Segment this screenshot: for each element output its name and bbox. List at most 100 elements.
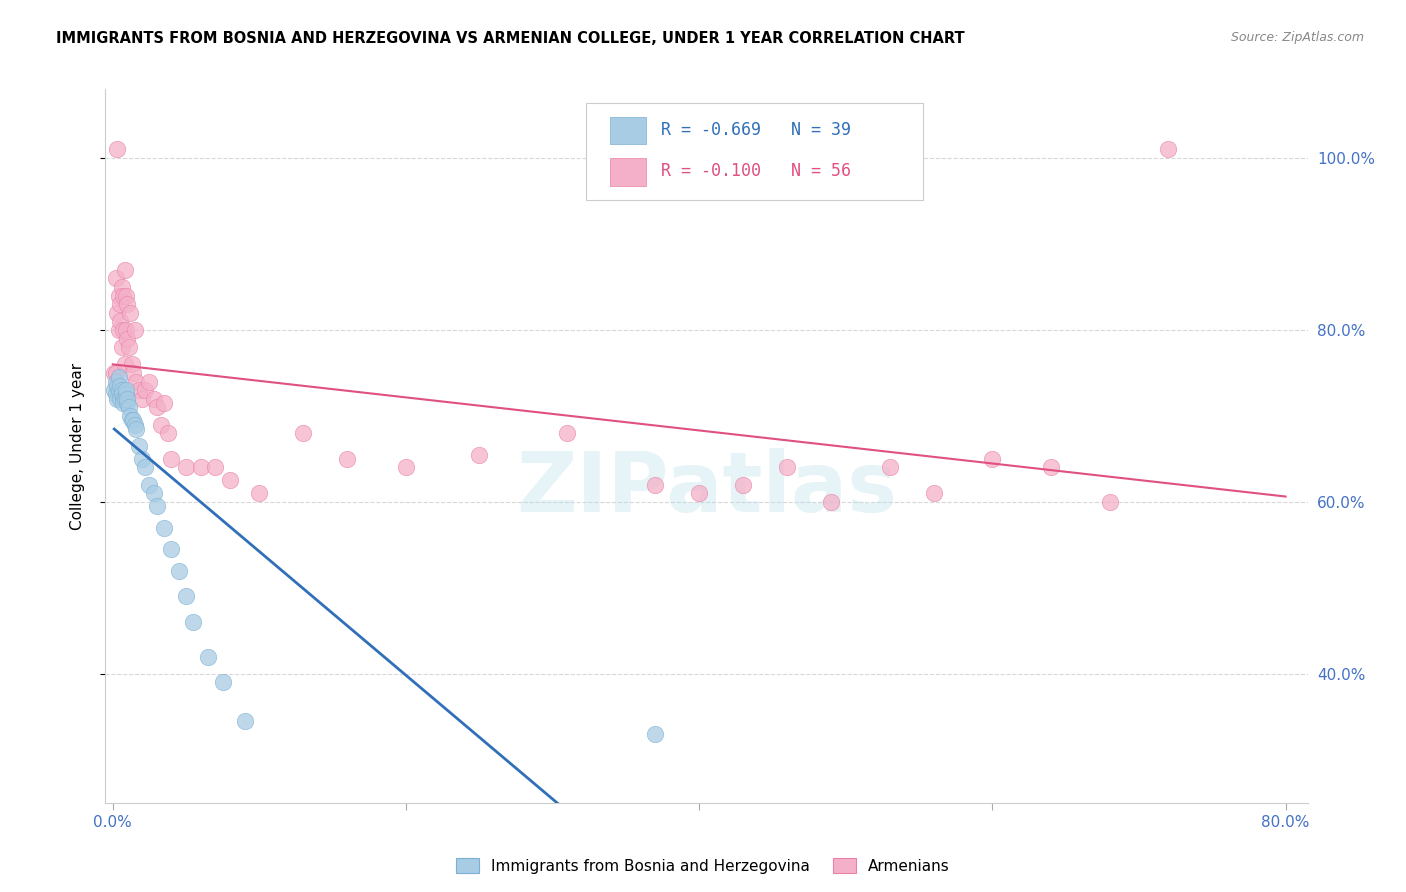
Point: [107, 323, 129, 337]
Point: [131, 451, 153, 466]
Point: [145, 401, 167, 415]
Point: [104, 366, 127, 380]
Point: [183, 615, 205, 630]
Point: [1098, 495, 1121, 509]
Point: [110, 340, 132, 354]
Point: [115, 387, 138, 401]
Point: [112, 396, 135, 410]
Point: [114, 357, 136, 371]
Legend: Immigrants from Bosnia and Herzegovina, Armenians: Immigrants from Bosnia and Herzegovina, …: [450, 852, 956, 880]
Point: [105, 392, 128, 406]
Point: [107, 370, 129, 384]
Point: [160, 542, 183, 557]
Point: [117, 392, 139, 406]
Point: [879, 460, 901, 475]
Point: [153, 396, 176, 410]
Point: [115, 323, 138, 337]
Point: [190, 460, 212, 475]
Point: [108, 314, 131, 328]
Point: [644, 477, 666, 491]
Point: [112, 323, 135, 337]
Point: [167, 564, 190, 578]
Point: [107, 383, 129, 397]
Point: [219, 474, 242, 488]
Point: [103, 366, 125, 380]
Point: [247, 486, 270, 500]
Text: ZIPatlas: ZIPatlas: [516, 449, 897, 529]
Point: [118, 340, 141, 354]
Point: [922, 486, 945, 500]
Point: [820, 495, 842, 509]
Point: [174, 590, 197, 604]
Point: [395, 460, 418, 475]
Point: [117, 332, 139, 346]
Point: [115, 383, 138, 397]
Point: [115, 288, 138, 302]
Point: [114, 262, 136, 277]
Point: [108, 379, 131, 393]
Point: [468, 448, 491, 462]
Point: [336, 451, 359, 466]
Point: [117, 396, 139, 410]
Point: [776, 460, 799, 475]
Point: [118, 401, 141, 415]
Point: [107, 288, 129, 302]
Text: Source: ZipAtlas.com: Source: ZipAtlas.com: [1230, 31, 1364, 45]
Point: [157, 426, 180, 441]
Point: [122, 366, 145, 380]
Point: [110, 383, 132, 397]
Point: [108, 297, 131, 311]
Point: [125, 375, 148, 389]
Point: [122, 413, 145, 427]
Point: [555, 426, 578, 441]
FancyBboxPatch shape: [610, 159, 647, 186]
Point: [733, 477, 755, 491]
Point: [117, 297, 139, 311]
Point: [110, 387, 132, 401]
Point: [134, 460, 156, 475]
Point: [105, 306, 128, 320]
Point: [211, 675, 233, 690]
Point: [114, 392, 136, 406]
Point: [174, 460, 197, 475]
Point: [105, 142, 128, 156]
Point: [153, 521, 176, 535]
Text: IMMIGRANTS FROM BOSNIA AND HERZEGOVINA VS ARMENIAN COLLEGE, UNDER 1 YEAR CORRELA: IMMIGRANTS FROM BOSNIA AND HERZEGOVINA V…: [56, 31, 965, 46]
Point: [134, 383, 156, 397]
Point: [120, 306, 142, 320]
Point: [1157, 142, 1180, 156]
Point: [121, 357, 143, 371]
Text: R = -0.100   N = 56: R = -0.100 N = 56: [661, 162, 851, 180]
Point: [110, 280, 132, 294]
Text: R = -0.669   N = 39: R = -0.669 N = 39: [661, 121, 851, 139]
Point: [112, 288, 135, 302]
Point: [124, 417, 146, 432]
Point: [150, 417, 173, 432]
Point: [197, 649, 219, 664]
Point: [292, 426, 315, 441]
Point: [233, 714, 256, 728]
Point: [121, 413, 143, 427]
Point: [142, 486, 165, 500]
Point: [138, 375, 160, 389]
Point: [128, 383, 150, 397]
Point: [145, 499, 167, 513]
Point: [204, 460, 226, 475]
Point: [644, 727, 666, 741]
Point: [981, 451, 1004, 466]
Point: [142, 392, 165, 406]
Point: [104, 387, 127, 401]
Y-axis label: College, Under 1 year: College, Under 1 year: [70, 362, 84, 530]
Point: [105, 379, 128, 393]
Point: [124, 323, 146, 337]
Point: [160, 451, 183, 466]
Point: [128, 439, 150, 453]
Point: [1040, 460, 1063, 475]
FancyBboxPatch shape: [610, 117, 647, 145]
FancyBboxPatch shape: [586, 103, 922, 200]
Point: [125, 422, 148, 436]
Point: [103, 383, 125, 397]
Point: [104, 375, 127, 389]
Point: [120, 409, 142, 423]
Point: [688, 486, 710, 500]
